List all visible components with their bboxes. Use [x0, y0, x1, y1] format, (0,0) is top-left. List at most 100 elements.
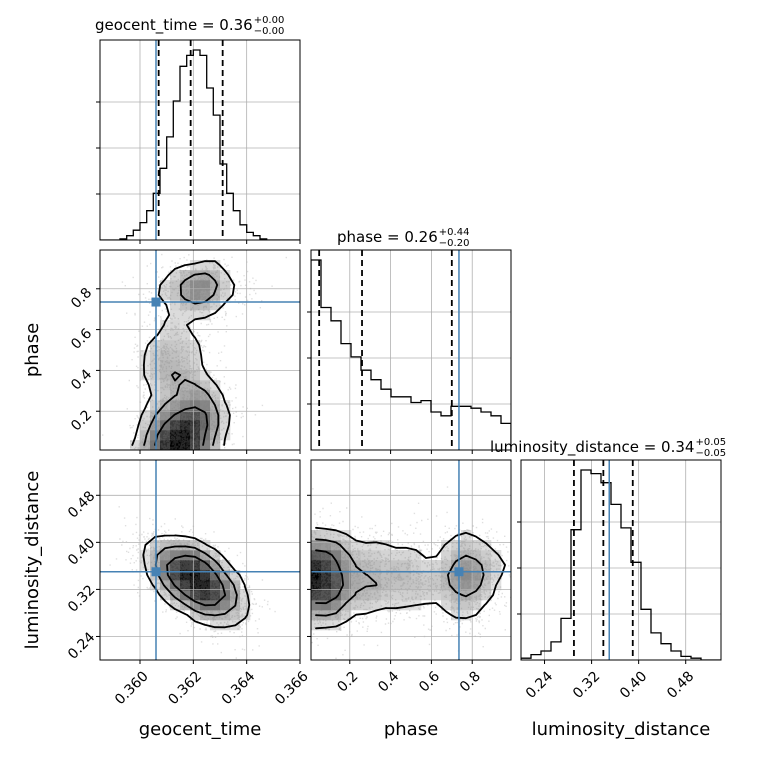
- density-cell: [150, 550, 161, 561]
- density-cell: [210, 580, 221, 591]
- density-cell: [481, 570, 492, 581]
- density-cell: [491, 570, 502, 581]
- density-cell: [441, 540, 452, 551]
- density-cell: [160, 420, 171, 431]
- contours-phase-luminosity_distance: [311, 460, 511, 660]
- density-cell: [461, 610, 472, 621]
- density-cell: [180, 430, 191, 441]
- density-cell: [481, 560, 492, 571]
- density-cell: [451, 610, 462, 621]
- density-cell: [461, 560, 472, 571]
- density-cell: [160, 360, 171, 371]
- density-cell: [190, 560, 201, 571]
- density-cell: [361, 590, 372, 601]
- contour-line: [315, 549, 344, 605]
- panel-title-luminosity_distance: luminosity_distance = 0.34 +0.05−0.05: [490, 437, 726, 459]
- density-cell: [220, 420, 231, 431]
- density-cell: [140, 420, 151, 431]
- density-cell: [170, 310, 181, 321]
- density-cell: [321, 540, 332, 551]
- density-cell: [411, 590, 422, 601]
- density-cell: [150, 340, 161, 351]
- density-cell: [411, 550, 422, 561]
- density-cell: [180, 350, 191, 361]
- density-cell: [150, 540, 161, 551]
- density-cell: [341, 600, 352, 611]
- density-cell: [210, 390, 221, 401]
- density-cell: [210, 380, 221, 391]
- density-cell: [451, 580, 462, 591]
- density-cell: [210, 420, 221, 431]
- density-cell: [200, 270, 211, 281]
- panel-frame-geocent_time-phase: [99, 249, 301, 451]
- density-cell: [220, 600, 231, 611]
- density-cell: [461, 540, 472, 551]
- density-cell: [401, 590, 412, 601]
- density-cell: [461, 530, 472, 541]
- density-cell: [331, 580, 342, 591]
- density-cell: [170, 280, 181, 291]
- density-cell: [381, 580, 392, 591]
- density-cell: [441, 560, 452, 571]
- density-cell: [371, 550, 382, 561]
- density-cell: [451, 590, 462, 601]
- density-cell: [421, 560, 432, 571]
- density-cell: [180, 440, 191, 450]
- density-cell: [150, 380, 161, 391]
- contour-line: [315, 538, 485, 617]
- density-cell: [471, 580, 482, 591]
- density-cell: [190, 590, 201, 601]
- density-cell: [160, 410, 171, 421]
- density-cell: [160, 330, 171, 341]
- density-cell: [351, 550, 362, 561]
- density-cell: [140, 360, 151, 371]
- density-cell: [341, 540, 352, 551]
- y-axis-label-luminosity_distance: luminosity_distance: [22, 471, 43, 650]
- density-cell: [170, 370, 181, 381]
- density-cell: [220, 560, 231, 571]
- density-cell: [331, 550, 342, 561]
- panel-title-geocent_time: geocent_time = 0.36 +0.00−0.00: [95, 15, 284, 37]
- density-cell: [321, 550, 332, 561]
- panel-frame-luminosity_distance-luminosity_distance: [520, 459, 722, 661]
- density-cell: [371, 590, 382, 601]
- density-cell: [200, 290, 211, 301]
- density-cell: [321, 600, 332, 611]
- density-cell: [351, 580, 362, 591]
- density-cell: [140, 410, 151, 421]
- density-cell: [140, 440, 151, 450]
- density-cell: [180, 320, 191, 331]
- x-tick-label-geocent_time: 0.362: [165, 668, 205, 708]
- density-cell: [391, 550, 402, 561]
- y-tick-label-phase: 0.8: [68, 285, 95, 312]
- density-cell: [321, 560, 332, 571]
- density-cell: [200, 420, 211, 431]
- density-cell: [391, 570, 402, 581]
- x-tick-label-luminosity_distance: 0.24: [523, 668, 556, 701]
- density-cell: [140, 550, 151, 561]
- histogram-phase: [311, 250, 511, 450]
- density-cell: [190, 390, 201, 401]
- density-cell: [170, 550, 181, 561]
- panel-frame-phase-phase: [310, 249, 512, 451]
- density-cell: [431, 560, 442, 571]
- density-cell: [341, 530, 352, 541]
- density-cell: [331, 620, 342, 631]
- y-tick-label-luminosity_distance: 0.32: [65, 582, 98, 615]
- density-cell: [381, 560, 392, 571]
- contour-line: [142, 534, 251, 629]
- x-tick-label-phase: 0.8: [457, 668, 484, 695]
- contour-line: [154, 545, 238, 617]
- density-cell: [160, 580, 171, 591]
- density-cell: [150, 350, 161, 361]
- density-cell: [210, 270, 221, 281]
- density-cell: [381, 550, 392, 561]
- density-cell: [150, 360, 161, 371]
- density-cell: [170, 380, 181, 391]
- density-cell: [321, 590, 332, 601]
- density-cell: [381, 600, 392, 611]
- density-cell: [180, 280, 191, 291]
- density-cell: [190, 550, 201, 561]
- density-cell: [190, 610, 201, 621]
- density-cell: [160, 540, 171, 551]
